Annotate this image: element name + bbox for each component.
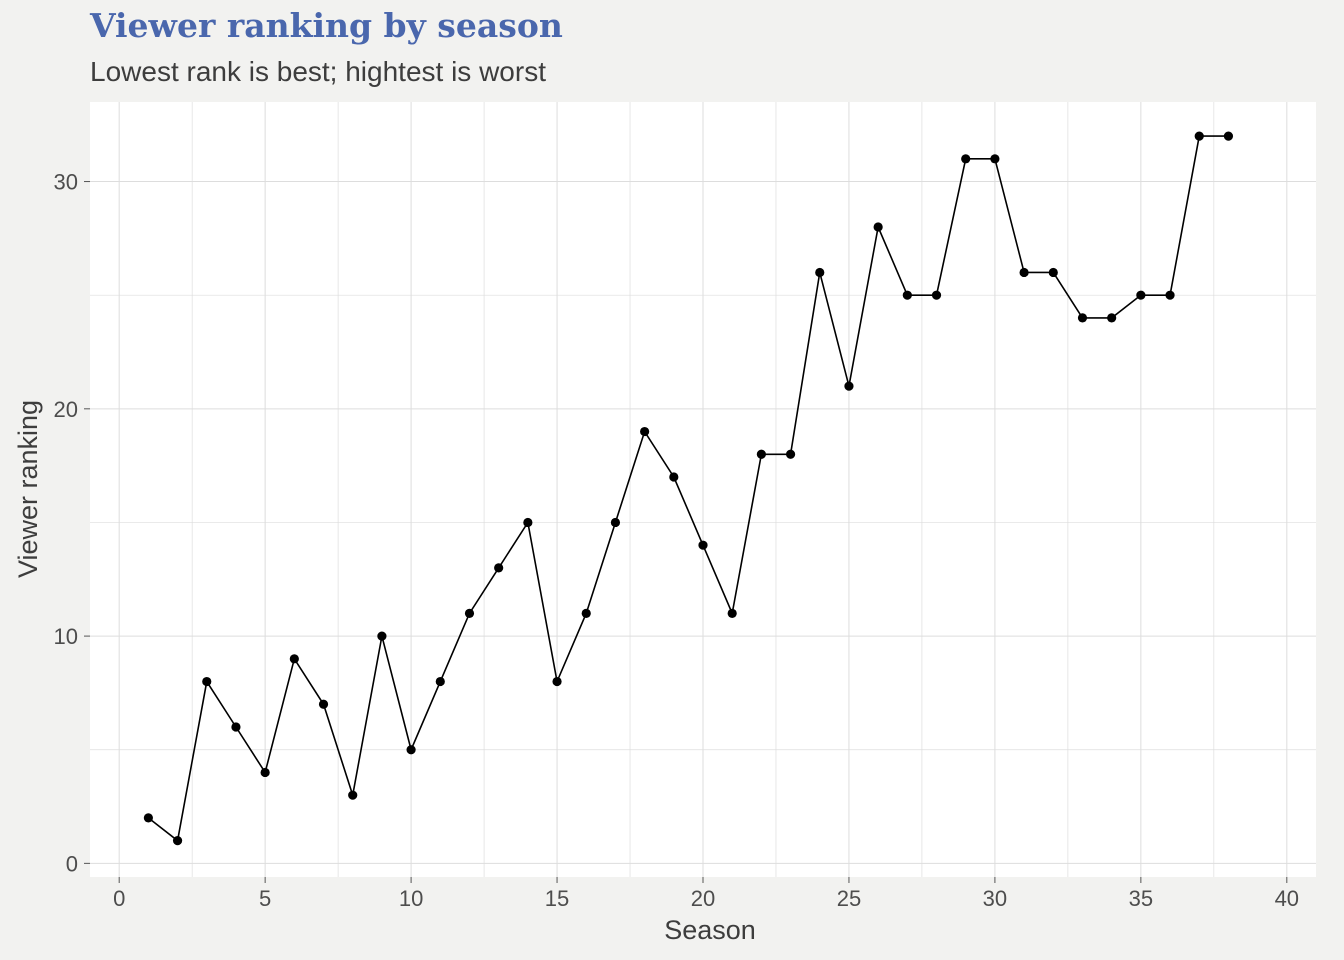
data-point: [464, 608, 475, 618]
data-point: [172, 836, 183, 846]
data-point: [143, 813, 153, 823]
data-point: [1136, 290, 1146, 300]
data-point: [494, 563, 504, 573]
data-point: [552, 676, 562, 687]
data-point: [727, 608, 737, 618]
data-point: [873, 222, 883, 232]
y-tick-label: 20: [54, 397, 78, 422]
data-point: [610, 517, 621, 528]
data-point: [902, 290, 912, 300]
data-point: [1107, 313, 1117, 323]
data-point: [289, 654, 299, 664]
series-line: [147, 135, 1229, 843]
data-point: [640, 426, 650, 437]
data-point: [931, 290, 942, 300]
y-tick-label: 0: [66, 851, 78, 876]
data-point: [961, 154, 971, 164]
y-tick-label: 30: [54, 170, 78, 195]
x-axis-tick-labels: 0 5 10 15 20 25 30 35 40: [113, 877, 1299, 911]
data-point: [785, 449, 796, 459]
data-point: [669, 472, 679, 482]
x-tick-label: 30: [983, 886, 1007, 911]
data-point: [756, 449, 766, 459]
x-tick-label: 5: [259, 886, 271, 911]
data-point: [348, 790, 358, 800]
data-point: [1165, 290, 1175, 300]
data-points: [143, 131, 1234, 846]
data-point: [844, 381, 854, 391]
x-axis-title: Season: [664, 915, 756, 945]
x-tick-label: 10: [399, 886, 423, 911]
x-tick-label: 40: [1275, 886, 1299, 911]
y-axis-tick-labels: 0 10 20 30: [54, 170, 90, 876]
chart-title: Viewer ranking by season: [90, 6, 563, 45]
data-point: [406, 745, 416, 755]
chart-subtitle: Lowest rank is best; hightest is worst: [90, 56, 546, 87]
data-point: [523, 517, 533, 528]
data-point: [202, 676, 212, 687]
x-tick-label: 15: [545, 886, 569, 911]
data-point: [260, 767, 270, 778]
x-tick-label: 35: [1129, 886, 1153, 911]
data-point: [1077, 313, 1088, 323]
y-axis-title: Viewer ranking: [13, 400, 43, 578]
data-point: [1048, 267, 1058, 278]
data-point: [698, 540, 708, 550]
data-point: [815, 267, 825, 278]
x-tick-label: 20: [691, 886, 715, 911]
data-point: [435, 676, 445, 687]
x-tick-label: 0: [113, 886, 125, 911]
data-point: [1194, 131, 1204, 141]
data-point: [231, 722, 241, 732]
x-tick-label: 25: [837, 886, 861, 911]
data-point: [318, 699, 329, 709]
data-point: [1019, 267, 1029, 278]
data-point: [377, 631, 387, 641]
y-tick-label: 10: [54, 624, 78, 649]
data-point: [990, 154, 1000, 164]
data-point: [581, 608, 591, 618]
data-point: [1223, 131, 1234, 141]
